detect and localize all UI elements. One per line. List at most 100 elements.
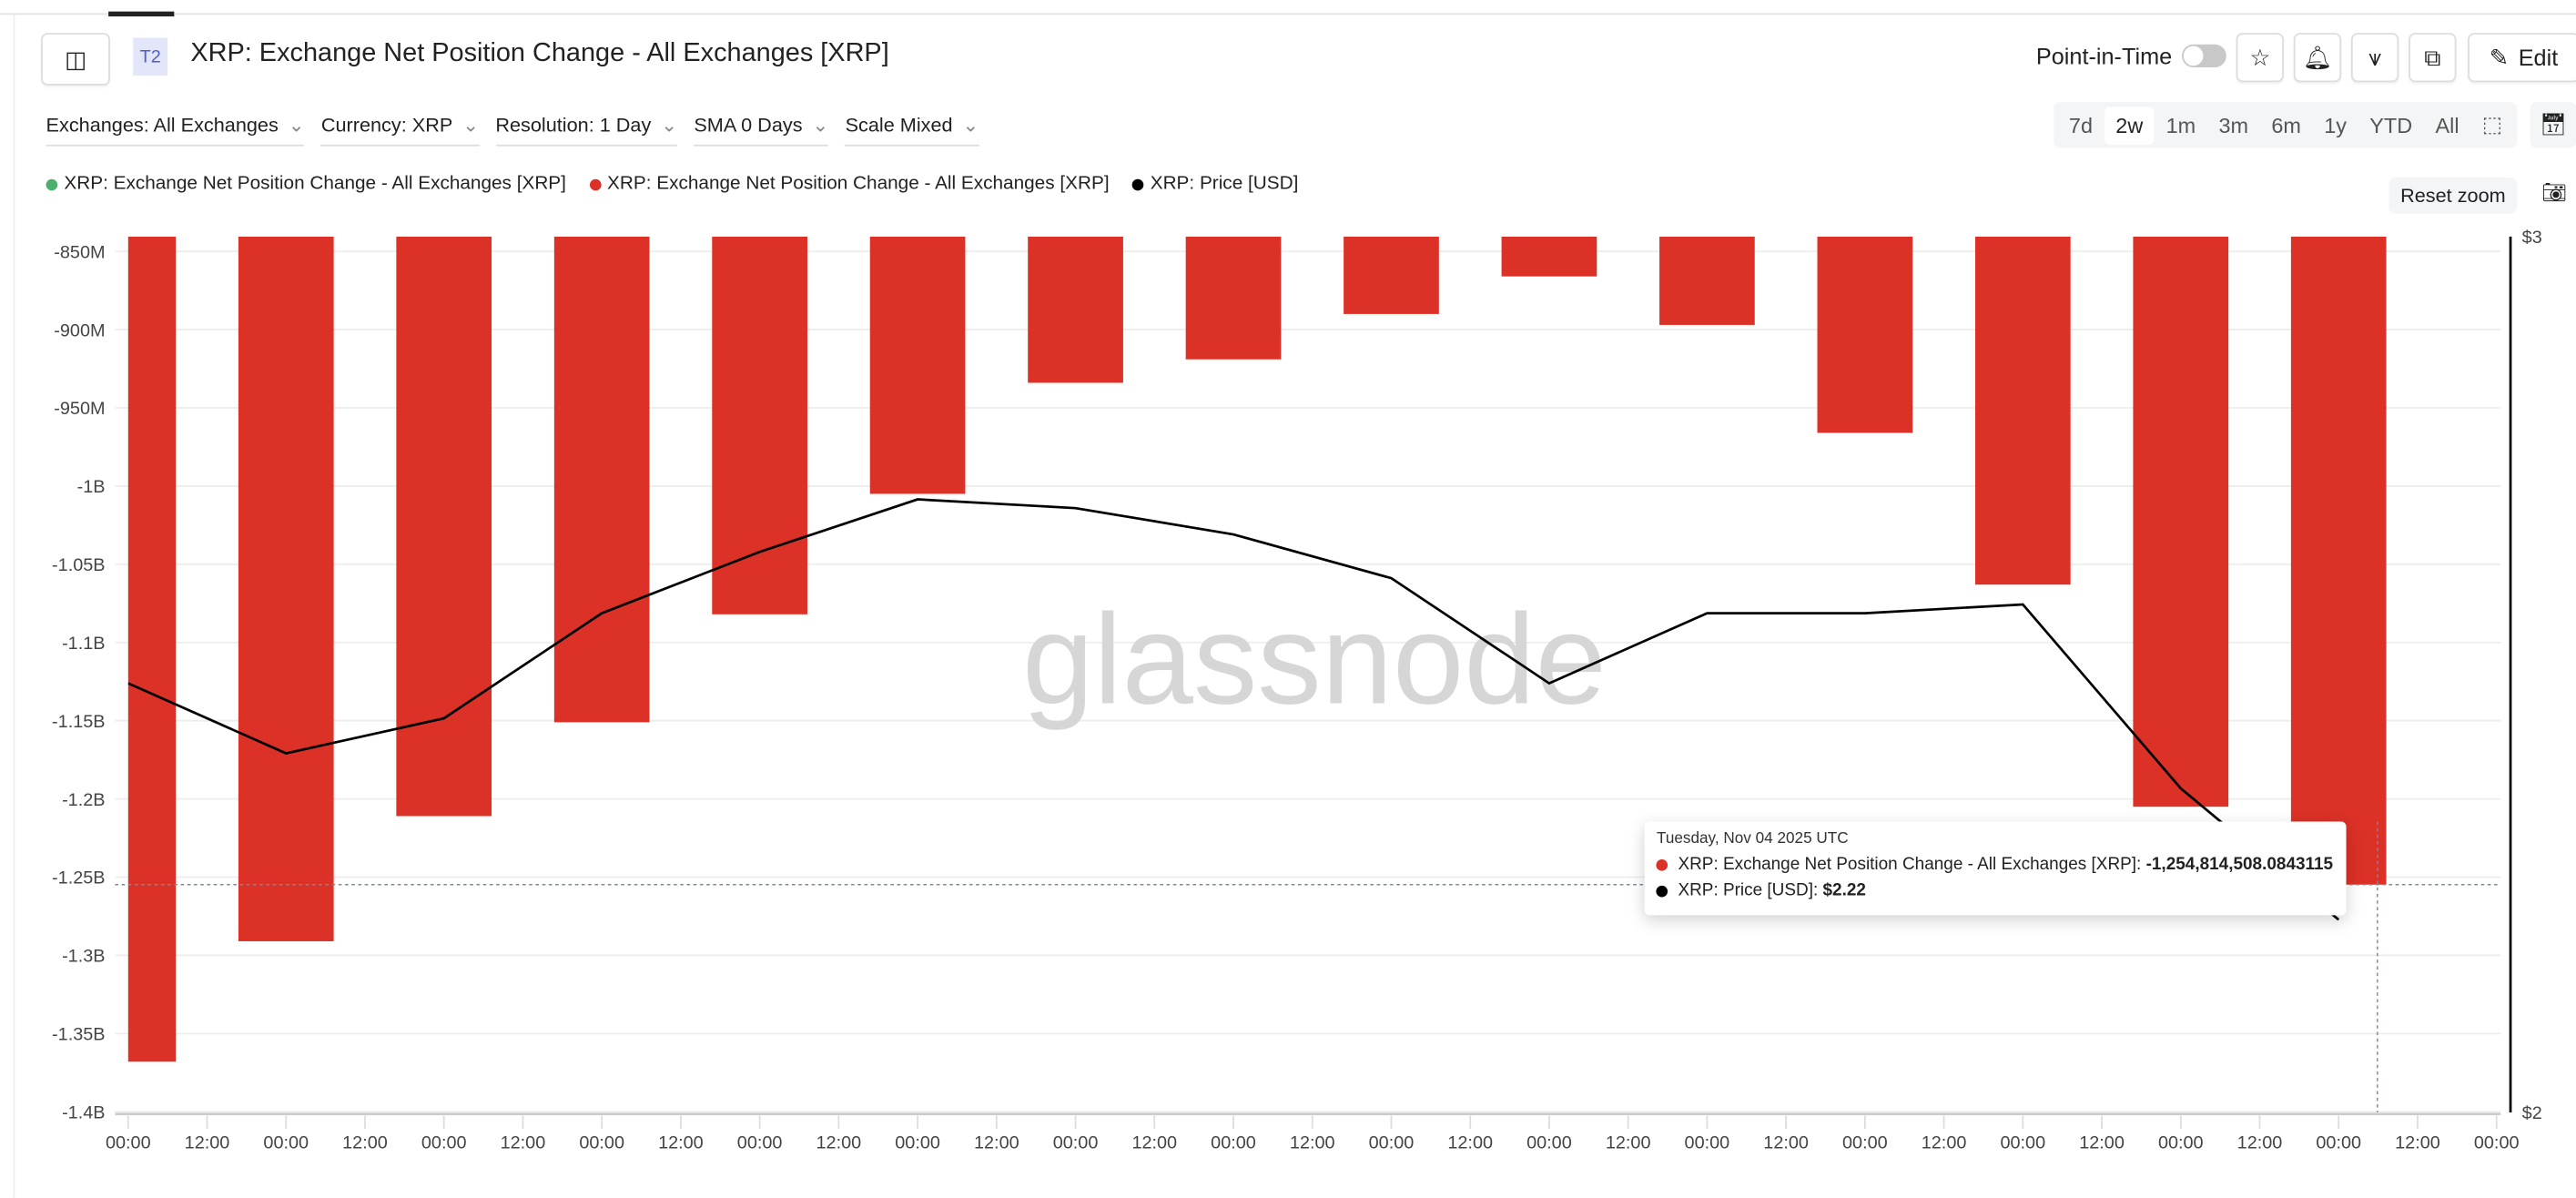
sidebar-icon: ◫ <box>65 45 86 72</box>
bar-oct-30 <box>1501 236 1597 277</box>
x-axis-tick-label: 12:00 <box>816 1133 862 1153</box>
tooltip-row-price: XRP: Price [USD]: $2.22 <box>1657 880 2333 901</box>
edit-button[interactable]: ✎ Edit <box>2468 33 2576 83</box>
legend-label: XRP: Exchange Net Position Change - All … <box>607 174 1110 194</box>
dropdown-label: SMA 0 Days <box>694 113 803 137</box>
dropdown-label: Resolution: 1 Day <box>495 113 652 137</box>
range-6m[interactable]: 6m <box>2271 112 2301 137</box>
share-icon: ⩛ <box>2368 43 2382 70</box>
tooltip-value: $2.22 <box>1822 880 1866 901</box>
x-axis-tick-label: 12:00 <box>974 1133 1019 1153</box>
range-ytd[interactable]: YTD <box>2369 112 2413 137</box>
left-axis-tick-label: -950M <box>54 399 105 419</box>
share-button[interactable]: ⩛ <box>2350 33 2399 83</box>
legend-dot <box>589 178 601 190</box>
page-title: XRP: Exchange Net Position Change - All … <box>190 39 889 68</box>
range-7d[interactable]: 7d <box>2068 112 2094 137</box>
x-axis-tick-label: 12:00 <box>1763 1133 1809 1153</box>
bar-oct-26 <box>869 236 966 494</box>
bar-nov-04 <box>2290 236 2387 885</box>
range-2w[interactable]: 2w <box>2104 106 2155 144</box>
x-axis-tick-label: 00:00 <box>1211 1133 1256 1153</box>
tooltip-label: XRP: Price [USD]: <box>1678 880 1823 901</box>
copy-icon: ⧉ <box>2424 43 2441 70</box>
right-axis-tick-label: $2 <box>2522 1103 2542 1123</box>
x-axis-tick-label: 12:00 <box>1131 1133 1177 1153</box>
legend-item-price[interactable]: XRP: Price [USD] <box>1131 174 1299 194</box>
left-divider <box>13 15 15 1198</box>
x-axis-tick-label: 12:00 <box>1606 1133 1651 1153</box>
chevron-down-icon: ⌄ <box>962 113 979 137</box>
bar-oct-22 <box>238 236 334 941</box>
x-axis-tick-label: 00:00 <box>421 1133 467 1153</box>
left-axis-tick-label: -1.3B <box>62 947 105 967</box>
left-axis-tick-label: -1.15B <box>52 712 105 732</box>
x-axis-tick-label: 00:00 <box>1369 1133 1415 1153</box>
resolution-dropdown[interactable]: Resolution: 1 Day ⌄ <box>495 113 678 147</box>
scale-dropdown[interactable]: Scale Mixed ⌄ <box>845 113 979 147</box>
x-axis-tick-label: 00:00 <box>2158 1133 2204 1153</box>
exchanges-dropdown[interactable]: Exchanges: All Exchanges ⌄ <box>46 114 305 147</box>
range-1m[interactable]: 1m <box>2165 112 2196 137</box>
x-axis-tick-label: 00:00 <box>263 1133 309 1153</box>
zoom-select-icon[interactable]: ⬚ <box>2481 111 2503 137</box>
camera-icon[interactable]: 📷︎ <box>2541 180 2567 204</box>
legend-label: XRP: Price [USD] <box>1150 174 1299 194</box>
x-axis-tick-label: 12:00 <box>1290 1133 1335 1153</box>
star-icon: ☆ <box>2249 43 2271 70</box>
tooltip-value: -1,254,814,508.0843115 <box>2145 854 2334 875</box>
pencil-icon: ✎ <box>2489 43 2509 70</box>
reset-zoom-button[interactable]: Reset zoom <box>2388 177 2518 214</box>
x-axis-tick-label: 12:00 <box>185 1133 230 1153</box>
legend-dot <box>46 178 58 190</box>
x-axis-tick-label: 00:00 <box>106 1133 151 1153</box>
tooltip-label: XRP: Exchange Net Position Change - All … <box>1678 854 2146 875</box>
favorite-button[interactable]: ☆ <box>2236 33 2284 83</box>
x-axis-tick-label: 00:00 <box>1053 1133 1099 1153</box>
top-divider <box>0 11 2576 17</box>
left-axis-tick-label: -1.05B <box>52 555 105 575</box>
left-axis-tick-label: -1.2B <box>62 790 105 810</box>
currency-dropdown[interactable]: Currency: XRP ⌄ <box>320 113 480 147</box>
chart-area[interactable]: -850M -900M -950M -1B -1.05B -1.1B -1.15B -1.2B… <box>0 214 2576 1198</box>
chevron-down-icon: ⌄ <box>288 113 305 137</box>
left-axis-tick-label: -1.25B <box>52 868 105 888</box>
range-all[interactable]: All <box>2435 112 2459 137</box>
price-line <box>127 498 2340 921</box>
chart-tooltip: Tuesday, Nov 04 2025 UTC XRP: Exchange N… <box>1645 821 2347 916</box>
x-axis-tick-label: 12:00 <box>2395 1133 2440 1153</box>
legend-item-negative[interactable]: XRP: Exchange Net Position Change - All … <box>589 174 1110 194</box>
x-axis-tick-label: 00:00 <box>2474 1133 2520 1153</box>
sma-dropdown[interactable]: SMA 0 Days ⌄ <box>694 113 829 147</box>
bar-oct-21 <box>127 236 177 1062</box>
bar-oct-28 <box>1185 236 1282 360</box>
x-axis-tick-label: 12:00 <box>1447 1133 1493 1153</box>
bar-oct-29 <box>1344 236 1439 314</box>
left-axis-tick-label: -1.35B <box>52 1025 105 1045</box>
x-axis-tick-label: 12:00 <box>342 1133 388 1153</box>
x-axis-tick-label: 00:00 <box>1526 1133 1572 1153</box>
bar-nov-02 <box>1974 236 2071 585</box>
tooltip-date: Tuesday, Nov 04 2025 UTC <box>1657 829 1849 848</box>
date-picker-button[interactable]: 📅︎ <box>2530 101 2576 148</box>
legend-item-positive[interactable]: XRP: Exchange Net Position Change - All … <box>46 174 566 194</box>
tooltip-dot <box>1657 859 1668 871</box>
dropdown-label: Currency: XRP <box>320 113 453 137</box>
alert-button[interactable]: 🔔︎ <box>2293 33 2342 83</box>
copy-button[interactable]: ⧉ <box>2409 33 2457 83</box>
x-axis-tick-label: 00:00 <box>1685 1133 1730 1153</box>
watermark-logo: glassnode <box>1022 588 1607 731</box>
range-3m[interactable]: 3m <box>2218 112 2249 137</box>
active-tab-indicator <box>108 11 175 17</box>
bar-oct-23 <box>396 236 492 817</box>
chart-legend: XRP: Exchange Net Position Change - All … <box>46 174 1299 194</box>
chevron-down-icon: ⌄ <box>812 113 829 137</box>
left-axis-tick-label: -1.4B <box>62 1102 105 1122</box>
x-axis-tick-label: 12:00 <box>501 1133 546 1153</box>
range-1y[interactable]: 1y <box>2324 112 2347 137</box>
time-range-selector: 7d 2w 1m 3m 6m 1y YTD All ⬚ <box>2054 101 2518 148</box>
point-in-time-toggle[interactable] <box>2182 44 2226 68</box>
edit-label: Edit <box>2518 44 2559 71</box>
sidebar-toggle-button[interactable]: ◫ <box>41 33 110 86</box>
left-axis-tick-label: -850M <box>54 242 105 262</box>
